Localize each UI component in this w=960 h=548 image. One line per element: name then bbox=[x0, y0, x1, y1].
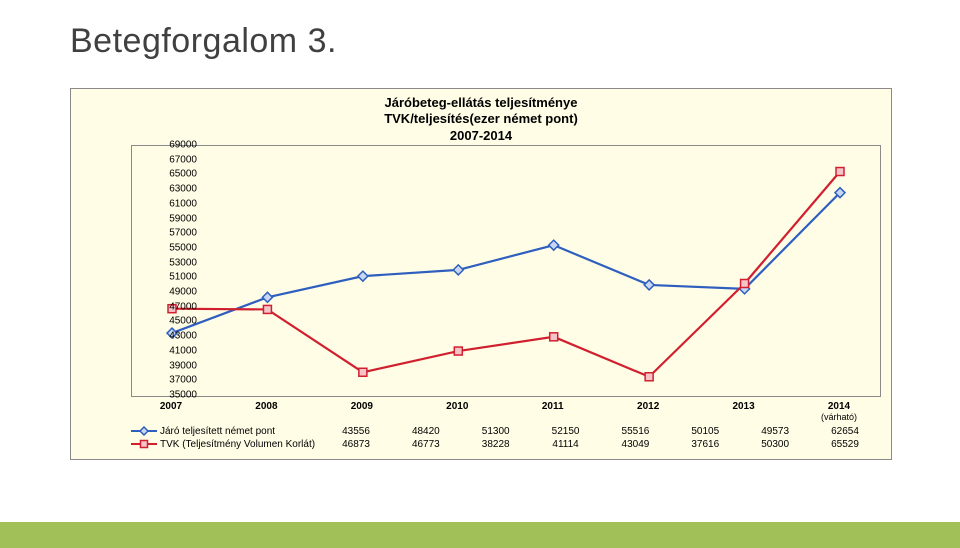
y-tick-label: 57000 bbox=[169, 228, 197, 239]
footer-bar bbox=[0, 522, 960, 548]
legend-series-label: TVK (Teljesítmény Volumen Korlát) bbox=[131, 438, 321, 451]
x-tick-label: 2013 bbox=[732, 401, 754, 412]
legend-value: 37616 bbox=[670, 438, 740, 451]
legend-table: Járó teljesített német pont4355648420513… bbox=[131, 425, 880, 451]
x-tick-label: 2007 bbox=[160, 401, 182, 412]
y-tick-label: 47000 bbox=[169, 301, 197, 312]
y-tick-label: 67000 bbox=[169, 154, 197, 165]
legend-value: 41114 bbox=[531, 438, 601, 451]
y-tick-label: 63000 bbox=[169, 184, 197, 195]
y-tick-label: 49000 bbox=[169, 287, 197, 298]
chart-title-line2: TVK/teljesítés(ezer német pont) bbox=[384, 111, 578, 126]
y-tick-label: 65000 bbox=[169, 169, 197, 180]
x-tick-label: 2014(várható) bbox=[821, 401, 857, 422]
y-tick-label: 69000 bbox=[169, 140, 197, 151]
legend-value: 62654 bbox=[810, 425, 880, 438]
y-tick-label: 41000 bbox=[169, 345, 197, 356]
y-tick-label: 55000 bbox=[169, 242, 197, 253]
x-tick-label: 2009 bbox=[351, 401, 373, 412]
legend-value: 52150 bbox=[531, 425, 601, 438]
chart-frame: Járóbeteg-ellátás teljesítménye TVK/telj… bbox=[70, 88, 892, 460]
y-tick-label: 61000 bbox=[169, 198, 197, 209]
legend-series-label: Járó teljesített német pont bbox=[131, 425, 321, 438]
legend-value: 65529 bbox=[810, 438, 880, 451]
y-tick-label: 37000 bbox=[169, 375, 197, 386]
legend-value: 43049 bbox=[601, 438, 671, 451]
legend-value: 46773 bbox=[391, 438, 461, 451]
y-tick-label: 45000 bbox=[169, 316, 197, 327]
legend-value: 49573 bbox=[740, 425, 810, 438]
page-title: Betegforgalom 3. bbox=[70, 22, 337, 61]
legend-value: 51300 bbox=[461, 425, 531, 438]
x-tick-label: 2008 bbox=[255, 401, 277, 412]
legend-value: 43556 bbox=[321, 425, 391, 438]
legend-value: 38228 bbox=[461, 438, 531, 451]
y-tick-label: 35000 bbox=[169, 390, 197, 401]
y-tick-label: 53000 bbox=[169, 257, 197, 268]
chart-svg bbox=[132, 146, 880, 396]
chart-title-line1: Járóbeteg-ellátás teljesítménye bbox=[385, 95, 578, 110]
legend-value: 50300 bbox=[740, 438, 810, 451]
x-tick-label: 2012 bbox=[637, 401, 659, 412]
y-tick-label: 43000 bbox=[169, 331, 197, 342]
y-tick-label: 51000 bbox=[169, 272, 197, 283]
legend-value: 46873 bbox=[321, 438, 391, 451]
legend-value: 48420 bbox=[391, 425, 461, 438]
legend-value: 55516 bbox=[601, 425, 671, 438]
legend-value: 50105 bbox=[670, 425, 740, 438]
chart-title-line3: 2007-2014 bbox=[450, 128, 512, 143]
y-tick-label: 39000 bbox=[169, 360, 197, 371]
y-tick-label: 59000 bbox=[169, 213, 197, 224]
x-tick-label: 2011 bbox=[542, 401, 564, 412]
plot-area bbox=[131, 145, 881, 397]
x-tick-label: 2010 bbox=[446, 401, 468, 412]
chart-title: Járóbeteg-ellátás teljesítménye TVK/telj… bbox=[71, 95, 891, 144]
